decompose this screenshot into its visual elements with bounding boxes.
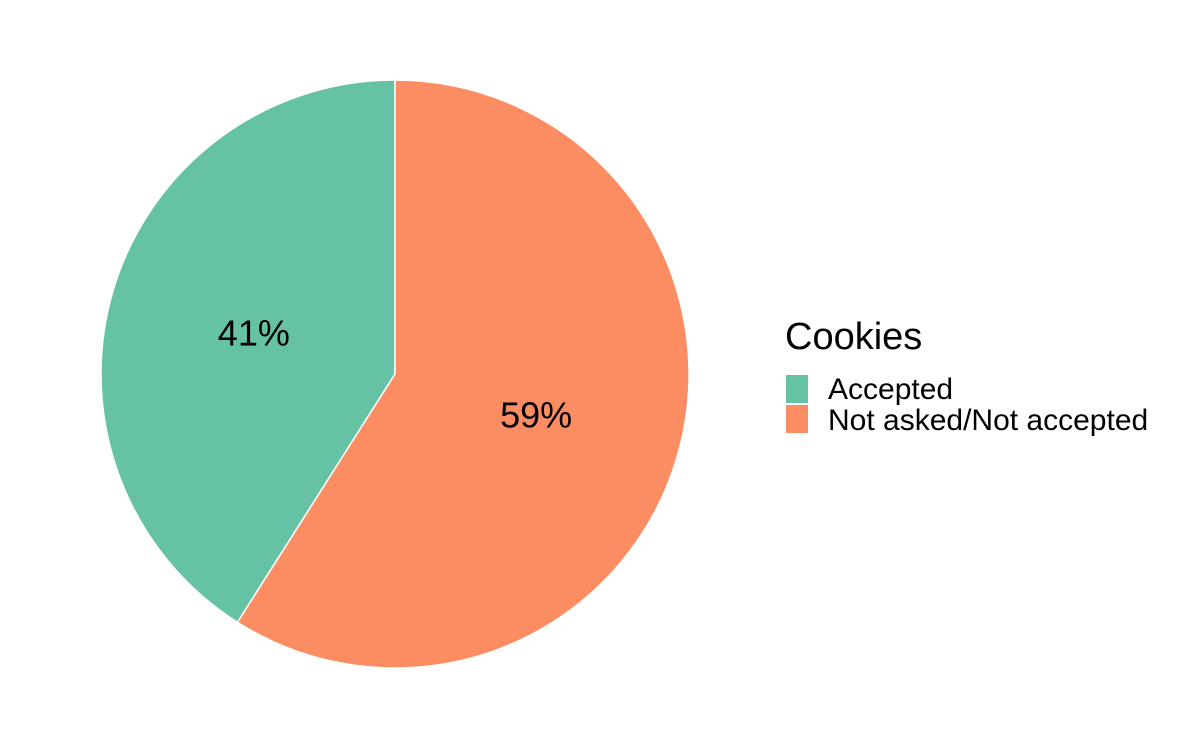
legend-key-not-accepted	[786, 405, 808, 433]
pie-slice-not-accepted	[236, 79, 690, 669]
legend-title: Cookies	[785, 316, 922, 358]
legend-label-not-accepted: Not asked/Not accepted	[828, 404, 1148, 437]
pie-slices	[100, 79, 690, 669]
pie-slice-accepted	[100, 79, 396, 624]
legend: Cookies Accepted Not asked/Not accepted	[785, 316, 1148, 437]
legend-key-accepted	[786, 375, 808, 403]
pie-slice-labels: 41% 59%	[218, 312, 572, 435]
pie-slice-label-not-accepted: 59%	[500, 395, 572, 436]
legend-label-accepted: Accepted	[828, 373, 953, 406]
pie-slice-label-accepted: 41%	[218, 312, 290, 353]
